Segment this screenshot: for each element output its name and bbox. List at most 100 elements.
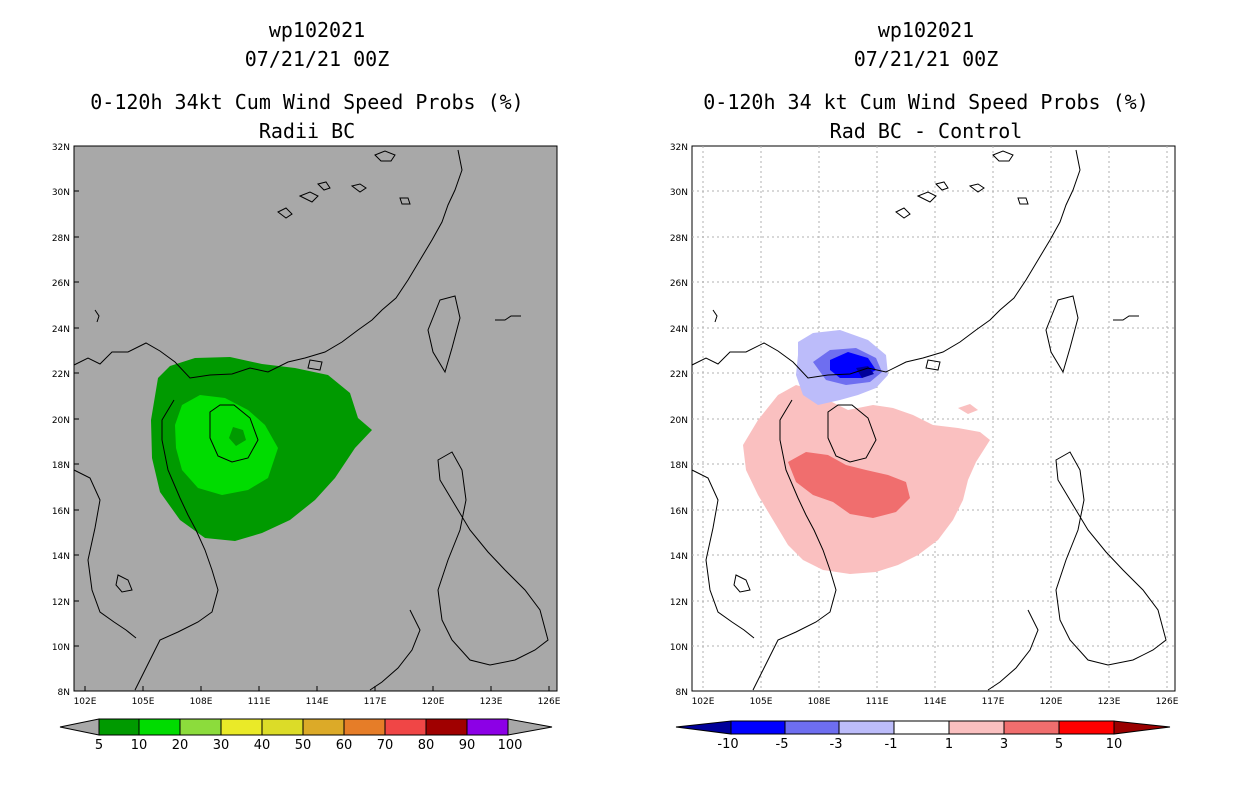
lon-label-105: 105E bbox=[750, 697, 773, 707]
right-title-date: 07/21/21 00Z bbox=[853, 47, 999, 71]
right-colorbar-swatch-2 bbox=[784, 720, 840, 735]
right-legend-label-10: 10 bbox=[1106, 737, 1123, 752]
left-legend-label-20: 20 bbox=[172, 738, 189, 753]
left-legend-label-5: 5 bbox=[95, 738, 103, 753]
right-title-storm-id: wp102021 bbox=[877, 18, 975, 42]
lat-label-8: 8N bbox=[676, 688, 688, 698]
left-colorbar-swatch-2 bbox=[138, 718, 181, 736]
left-colorbar-swatch-9 bbox=[425, 718, 468, 736]
left-colorbar-swatch-7 bbox=[343, 718, 386, 736]
lon-label-105: 105E bbox=[132, 697, 155, 707]
right-legend-label-3: 3 bbox=[1000, 737, 1008, 752]
right-islands bbox=[712, 150, 1139, 323]
left-map: 32N 30N 28N 26N 24N 22N 20N 18N 16N 14N … bbox=[52, 143, 561, 753]
lat-label-32: 32N bbox=[670, 143, 688, 153]
left-coastlines bbox=[73, 149, 549, 691]
lon-label-120: 120E bbox=[422, 697, 445, 707]
lat-label-30: 30N bbox=[670, 188, 688, 198]
lat-label-20: 20N bbox=[670, 416, 688, 426]
left-colorbar-swatch-3 bbox=[179, 718, 222, 736]
lon-label-108: 108E bbox=[808, 697, 831, 707]
right-colorbar-arrow-low bbox=[675, 720, 732, 735]
lat-label-28: 28N bbox=[670, 234, 688, 244]
right-colorbar-labels: -10 -5 -3 -1 1 3 5 10 bbox=[717, 737, 1122, 752]
lon-label-111: 111E bbox=[866, 697, 889, 707]
left-lon-labels: 102E 105E 108E 111E 114E 117E 120E 123E … bbox=[74, 697, 561, 707]
lon-label-108: 108E bbox=[190, 697, 213, 707]
lon-label-120: 120E bbox=[1040, 697, 1063, 707]
lat-label-8: 8N bbox=[58, 688, 70, 698]
left-legend-label-100: 100 bbox=[498, 738, 523, 753]
lon-label-111: 111E bbox=[248, 697, 271, 707]
right-legend-label-neg10: -10 bbox=[717, 737, 738, 752]
prob-contour-10 bbox=[175, 395, 278, 495]
right-lat-labels: 32N 30N 28N 26N 24N 22N 20N 18N 16N 14N … bbox=[670, 143, 688, 698]
right-title-product: 0-120h 34 kt Cum Wind Speed Probs (%) bbox=[703, 90, 1149, 114]
lat-label-20: 20N bbox=[52, 416, 70, 426]
left-title-product: 0-120h 34kt Cum Wind Speed Probs (%) bbox=[90, 90, 524, 114]
left-legend-label-40: 40 bbox=[254, 738, 271, 753]
lon-label-126: 126E bbox=[538, 697, 561, 707]
lat-label-22: 22N bbox=[670, 370, 688, 380]
right-legend-label-neg3: -3 bbox=[830, 737, 843, 752]
lat-label-18: 18N bbox=[670, 461, 688, 471]
lat-label-12: 12N bbox=[670, 598, 688, 608]
lat-label-30: 30N bbox=[52, 188, 70, 198]
lat-label-10: 10N bbox=[52, 643, 70, 653]
lat-label-14: 14N bbox=[52, 552, 70, 562]
lon-label-114: 114E bbox=[306, 697, 329, 707]
right-colorbar-swatch-6 bbox=[1003, 720, 1060, 735]
right-legend-label-5: 5 bbox=[1055, 737, 1063, 752]
left-islands bbox=[94, 150, 521, 323]
right-title-run: Rad BC - Control bbox=[829, 119, 1023, 143]
right-colorbar-arrow-high bbox=[1113, 720, 1171, 735]
lon-label-102: 102E bbox=[692, 697, 715, 707]
right-colorbar-swatch-7 bbox=[1058, 720, 1115, 735]
lat-label-10: 10N bbox=[670, 643, 688, 653]
left-legend-label-30: 30 bbox=[213, 738, 230, 753]
lat-label-32: 32N bbox=[52, 143, 70, 153]
lat-label-16: 16N bbox=[52, 507, 70, 517]
left-colorbar-labels: 5 10 20 30 40 50 60 70 80 90 100 bbox=[95, 738, 523, 753]
left-title-date: 07/21/21 00Z bbox=[244, 47, 390, 71]
right-legend-label-1: 1 bbox=[945, 737, 953, 752]
lat-label-24: 24N bbox=[670, 325, 688, 335]
left-colorbar-arrow-high bbox=[507, 718, 553, 736]
lat-label-26: 26N bbox=[52, 279, 70, 289]
lat-label-16: 16N bbox=[670, 507, 688, 517]
diff-contour-neg-10 bbox=[856, 366, 874, 378]
left-ticks bbox=[74, 145, 550, 691]
left-colorbar bbox=[59, 718, 553, 736]
lon-label-126: 126E bbox=[1156, 697, 1179, 707]
left-title-run: Radii BC bbox=[258, 119, 356, 143]
diff-contour-pos-1-islet bbox=[958, 404, 978, 414]
lat-label-14: 14N bbox=[670, 552, 688, 562]
lat-label-24: 24N bbox=[52, 325, 70, 335]
left-colorbar-swatch-10 bbox=[466, 718, 509, 736]
left-legend-label-90: 90 bbox=[459, 738, 476, 753]
right-colorbar-swatch-1 bbox=[730, 720, 786, 735]
left-legend-label-80: 80 bbox=[418, 738, 435, 753]
lon-label-117: 117E bbox=[364, 697, 387, 707]
left-colorbar-swatch-8 bbox=[384, 718, 427, 736]
right-colorbar-swatch-5 bbox=[948, 720, 1005, 735]
lon-label-114: 114E bbox=[924, 697, 947, 707]
left-title-storm-id: wp102021 bbox=[268, 18, 366, 42]
left-legend-label-70: 70 bbox=[377, 738, 394, 753]
lat-label-18: 18N bbox=[52, 461, 70, 471]
lon-label-102: 102E bbox=[74, 697, 97, 707]
prob-contour-10-inner bbox=[229, 427, 246, 446]
left-legend-label-50: 50 bbox=[295, 738, 312, 753]
lat-label-26: 26N bbox=[670, 279, 688, 289]
right-legend-label-neg5: -5 bbox=[776, 737, 789, 752]
right-colorbar bbox=[675, 720, 1171, 735]
left-colorbar-swatch-5 bbox=[261, 718, 304, 736]
right-map: 32N 30N 28N 26N 24N 22N 20N 18N 16N 14N … bbox=[670, 143, 1179, 752]
lat-label-22: 22N bbox=[52, 370, 70, 380]
lon-label-123: 123E bbox=[480, 697, 503, 707]
lon-label-123: 123E bbox=[1098, 697, 1121, 707]
right-colorbar-swatch-3 bbox=[838, 720, 895, 735]
right-legend-label-neg1: -1 bbox=[885, 737, 898, 752]
left-colorbar-arrow-low bbox=[59, 718, 100, 736]
left-legend-label-10: 10 bbox=[131, 738, 148, 753]
